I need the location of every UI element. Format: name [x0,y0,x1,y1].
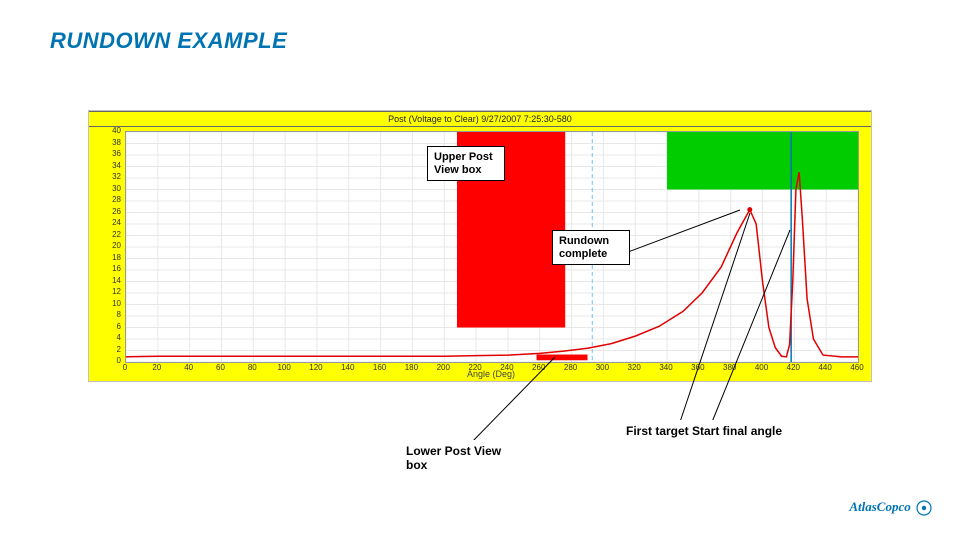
callout-rundown-complete: Rundown complete [552,230,630,265]
callout-upper-post-view-box: Upper Post View box [427,146,505,181]
callout-first-target: First target Start final angle [620,420,792,442]
callout-lower-post-view-box: Lower Post View box [400,440,522,477]
